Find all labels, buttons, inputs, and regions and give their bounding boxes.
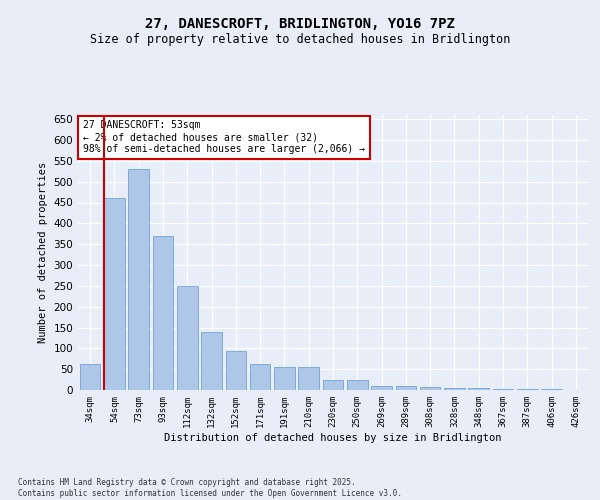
Bar (323, 380, 343, 390)
Bar (104, 198, 125, 390)
Bar (250, 364, 271, 390)
Text: Size of property relative to detached houses in Bridlington: Size of property relative to detached ho… (90, 32, 510, 46)
Bar (517, 389, 538, 390)
X-axis label: Distribution of detached houses by size in Bridlington: Distribution of detached houses by size … (164, 432, 502, 442)
Text: Contains HM Land Registry data © Crown copyright and database right 2025.
Contai: Contains HM Land Registry data © Crown c… (18, 478, 402, 498)
Bar (201, 332, 222, 390)
Bar (541, 389, 562, 390)
Bar (444, 388, 465, 390)
Bar (469, 388, 489, 390)
Bar (152, 236, 173, 390)
Bar (420, 387, 440, 390)
Bar (347, 380, 368, 390)
Bar (128, 169, 149, 390)
Bar (298, 367, 319, 390)
Bar (395, 386, 416, 390)
Text: 27, DANESCROFT, BRIDLINGTON, YO16 7PZ: 27, DANESCROFT, BRIDLINGTON, YO16 7PZ (145, 18, 455, 32)
Bar (371, 386, 392, 390)
Text: 27 DANESCROFT: 53sqm
← 2% of detached houses are smaller (32)
98% of semi-detach: 27 DANESCROFT: 53sqm ← 2% of detached ho… (83, 120, 365, 154)
Bar (274, 367, 295, 390)
Bar (226, 351, 246, 390)
Bar (177, 286, 197, 390)
Y-axis label: Number of detached properties: Number of detached properties (38, 162, 48, 343)
Bar (493, 389, 514, 390)
Bar (80, 364, 100, 390)
